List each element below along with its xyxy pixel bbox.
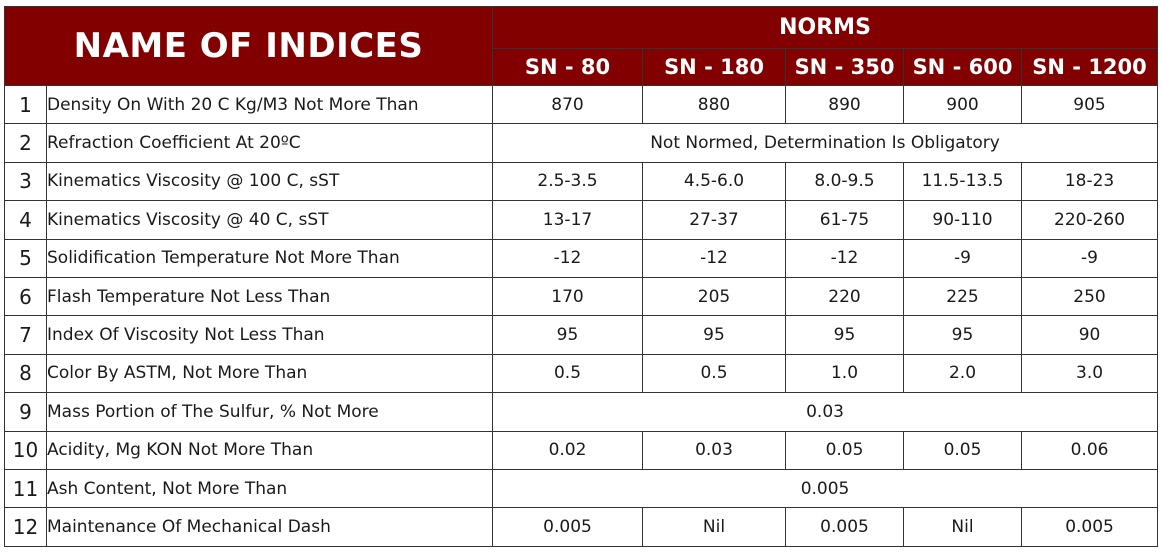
norm-value: 95 [903,315,1022,355]
norm-value: 11.5-13.5 [903,161,1022,202]
row-number: 1 [4,84,47,125]
norm-value: 90-110 [903,200,1022,240]
row-number: 8 [4,353,47,394]
norm-value: Nil [642,507,786,547]
row-number: 5 [4,238,47,278]
table-row: 7 Index Of Viscosity Not Less Than 95 95 95 9… [4,315,1159,355]
indices-header: NAME OF INDICES [4,6,493,86]
index-name: Kinematics Viscosity @ 40 C, sST [46,200,493,240]
norm-value: 0.005 [1020,507,1159,547]
norm-value: -9 [1020,238,1159,278]
norm-value-all-grades: 0.03 [491,392,1159,432]
norm-value: 61-75 [785,200,904,240]
norm-value: 0.5 [642,353,786,394]
header-row-grades: SN - 80 SN - 180 SN - 350 SN - 600 SN - … [5,48,1159,86]
header-row-top: NAME OF INDICES NORMS [4,6,1159,86]
norm-value: 0.05 [903,430,1022,470]
norms-header: NORMS [491,6,1159,49]
norm-value: 8.0-9.5 [785,161,904,202]
index-name: Mass Portion of The Sulfur, % Not More [46,392,493,432]
norm-value: 27-37 [642,200,786,240]
norm-value: 0.005 [785,507,904,547]
row-number: 2 [4,123,47,163]
table-row: 2 Refraction Coefficient At 20ºC Not Norme… [4,123,1159,163]
norm-value: 0.005 [492,507,643,547]
norm-value: 95 [492,315,643,355]
grade-header-sn-350: SN - 350 [785,48,904,86]
norms-table-wrapper: NAME OF INDICES NORMS SN - 80 SN - 180 S… [4,6,1159,547]
norm-value: 2.0 [903,353,1022,394]
index-name: Color By ASTM, Not More Than [46,353,493,394]
index-name: Density On With 20 C Kg/M3 Not More Than [46,84,493,125]
norm-value: 220-260 [1020,200,1159,240]
norm-value: 905 [1020,84,1159,125]
grade-header-sn-1200: SN - 1200 [1020,48,1159,86]
index-name: Solidification Temperature Not More Than [46,238,493,278]
norm-value: 3.0 [1020,353,1159,394]
table-row: 5 Solidification Temperature Not More Tha… [4,238,1159,278]
norm-value: 4.5-6.0 [642,161,786,202]
norms-table: NAME OF INDICES NORMS SN - 80 SN - 180 S… [4,6,1159,547]
table-body: 1 Density On With 20 C Kg/M3 Not More Tha… [4,84,1159,547]
norm-value: 0.03 [642,430,786,470]
norm-value: 13-17 [492,200,643,240]
row-number: 11 [4,468,47,509]
row-number: 10 [4,430,47,470]
index-name: Index Of Viscosity Not Less Than [46,315,493,355]
norm-value: 0.05 [785,430,904,470]
norm-value-all-grades: 0.005 [491,468,1159,509]
norm-value: 900 [903,84,1022,125]
norm-value: 0.02 [492,430,643,470]
grade-header-sn-180: SN - 180 [642,48,786,86]
norm-value: 95 [785,315,904,355]
norm-value: 0.5 [492,353,643,394]
norm-value: -12 [785,238,904,278]
norm-value: 170 [492,276,643,317]
norm-value: 95 [642,315,786,355]
row-number: 7 [4,315,47,355]
norm-value: 250 [1020,276,1159,317]
index-name: Maintenance Of Mechanical Dash [46,507,493,547]
index-name: Refraction Coefficient At 20ºC [46,123,493,163]
index-name: Acidity, Mg KON Not More Than [46,430,493,470]
norm-value: 870 [492,84,643,125]
row-number: 9 [4,392,47,432]
table-row: 11 Ash Content, Not More Than 0.005 [4,468,1159,509]
grade-header-sn-600: SN - 600 [903,48,1022,86]
table-row: 12 Maintenance Of Mechanical Dash 0.005 Nil… [4,507,1159,547]
norm-value: 1.0 [785,353,904,394]
norm-value: -12 [642,238,786,278]
norm-value: -12 [492,238,643,278]
table-row: 3 Kinematics Viscosity @ 100 C, sST 2.5-3.… [4,161,1159,202]
norm-value-all-grades: Not Normed, Determination Is Obligatory [491,123,1159,163]
norm-value: 18-23 [1020,161,1159,202]
table-row: 4 Kinematics Viscosity @ 40 C, sST 13-17 27… [4,200,1159,240]
index-name: Ash Content, Not More Than [46,468,493,509]
norm-value: 225 [903,276,1022,317]
table-row: 1 Density On With 20 C Kg/M3 Not More Tha… [4,84,1159,125]
norm-value: Nil [903,507,1022,547]
norm-value: 880 [642,84,786,125]
table-row: 8 Color By ASTM, Not More Than 0.5 0.5 1.0 2.… [4,353,1159,394]
index-name: Flash Temperature Not Less Than [46,276,493,317]
table-row: 6 Flash Temperature Not Less Than 170 205 22… [4,276,1159,317]
table-row: 9 Mass Portion of The Sulfur, % Not More 0… [4,392,1159,432]
row-number: 4 [4,200,47,240]
index-name: Kinematics Viscosity @ 100 C, sST [46,161,493,202]
norm-value: 90 [1020,315,1159,355]
norm-value: -9 [903,238,1022,278]
norm-value: 890 [785,84,904,125]
norm-value: 0.06 [1020,430,1159,470]
row-number: 3 [4,161,47,202]
row-number: 6 [4,276,47,317]
grade-header-sn-80: SN - 80 [492,48,643,86]
norm-value: 205 [642,276,786,317]
norm-value: 220 [785,276,904,317]
row-number: 12 [4,507,47,547]
table-row: 10 Acidity, Mg KON Not More Than 0.02 0.03 0… [4,430,1159,470]
norm-value: 2.5-3.5 [492,161,643,202]
